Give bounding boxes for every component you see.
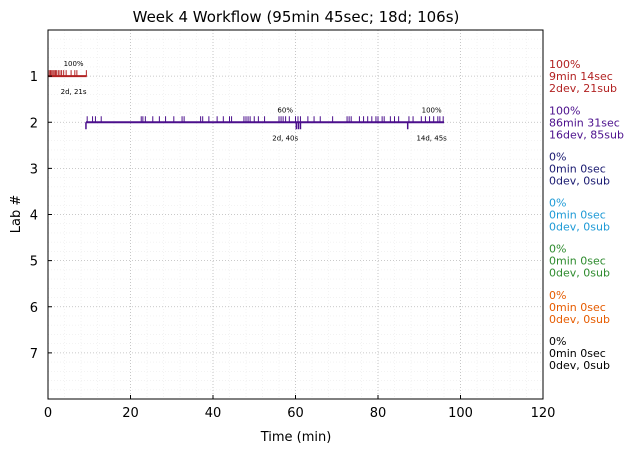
- x-tick-label: 120: [531, 406, 556, 421]
- lab-1-detail-label: 2d, 21s: [61, 88, 87, 96]
- x-tick-label: 0: [44, 406, 52, 421]
- plot-marks: 100% 2d, 21s 60% 2d, 40s 100% 14d, 45s: [48, 60, 447, 142]
- x-tick-label: 100: [448, 406, 473, 421]
- y-tick-label: 3: [30, 162, 38, 177]
- x-tick-label: 20: [122, 406, 139, 421]
- y-tick-label: 6: [30, 301, 38, 316]
- lab-2-progress-label: 60%: [277, 106, 293, 114]
- lab-1-summary-line: 9min 14sec: [549, 70, 613, 83]
- chart-title: Week 4 Workflow (95min 45sec; 18d; 106s): [133, 8, 460, 26]
- lab-2-detail-label: 2d, 40s: [272, 134, 298, 142]
- x-tick-label: 60: [287, 406, 304, 421]
- lab-7-summary-line: 0%: [549, 335, 566, 348]
- x-axis-label: Time (min): [260, 430, 332, 445]
- y-tick-label: 2: [30, 116, 38, 131]
- lab-6-summary-line: 0min 0sec: [549, 301, 606, 314]
- lab-1-progress-label: 100%: [64, 60, 84, 68]
- lab-2-detail-label: 14d, 45s: [416, 134, 447, 142]
- lab-1-summary-line: 100%: [549, 58, 580, 71]
- lab-4-summary-line: 0dev, 0sub: [549, 221, 610, 234]
- y-tick-label: 7: [30, 347, 38, 362]
- lab-6-summary-line: 0%: [549, 289, 566, 302]
- y-tick-label: 4: [30, 209, 38, 224]
- lab-3-summary-line: 0min 0sec: [549, 162, 606, 175]
- lab-2-progress-label: 100%: [422, 106, 442, 114]
- lab-2-summary-line: 100%: [549, 104, 580, 117]
- lab-4-summary-line: 0%: [549, 197, 566, 210]
- x-tick-label: 40: [205, 406, 222, 421]
- lab-7-summary-line: 0dev, 0sub: [549, 359, 610, 372]
- lab-3-summary-line: 0dev, 0sub: [549, 174, 610, 187]
- lab-5-summary-line: 0%: [549, 243, 566, 256]
- lab-2-summary-line: 86min 31sec: [549, 116, 620, 129]
- y-axis-label: Lab #: [9, 195, 24, 234]
- lab-2-summary-line: 16dev, 85sub: [549, 128, 624, 141]
- lab-1-summary-line: 2dev, 21sub: [549, 82, 617, 95]
- lab-4-summary-line: 0min 0sec: [549, 209, 606, 222]
- x-tick-label: 80: [370, 406, 387, 421]
- lab-5-summary-line: 0dev, 0sub: [549, 267, 610, 280]
- lab-5-summary-line: 0min 0sec: [549, 255, 606, 268]
- y-tick-label: 1: [30, 70, 38, 85]
- lab-7-summary-line: 0min 0sec: [549, 347, 606, 360]
- y-tick-label: 5: [30, 255, 38, 270]
- lab-3-summary-line: 0%: [549, 150, 566, 163]
- lab-6-summary-line: 0dev, 0sub: [549, 313, 610, 326]
- axis-ticks: 0 20 40 60 80 100 120 1 2 3 4 5 6 7: [30, 70, 556, 421]
